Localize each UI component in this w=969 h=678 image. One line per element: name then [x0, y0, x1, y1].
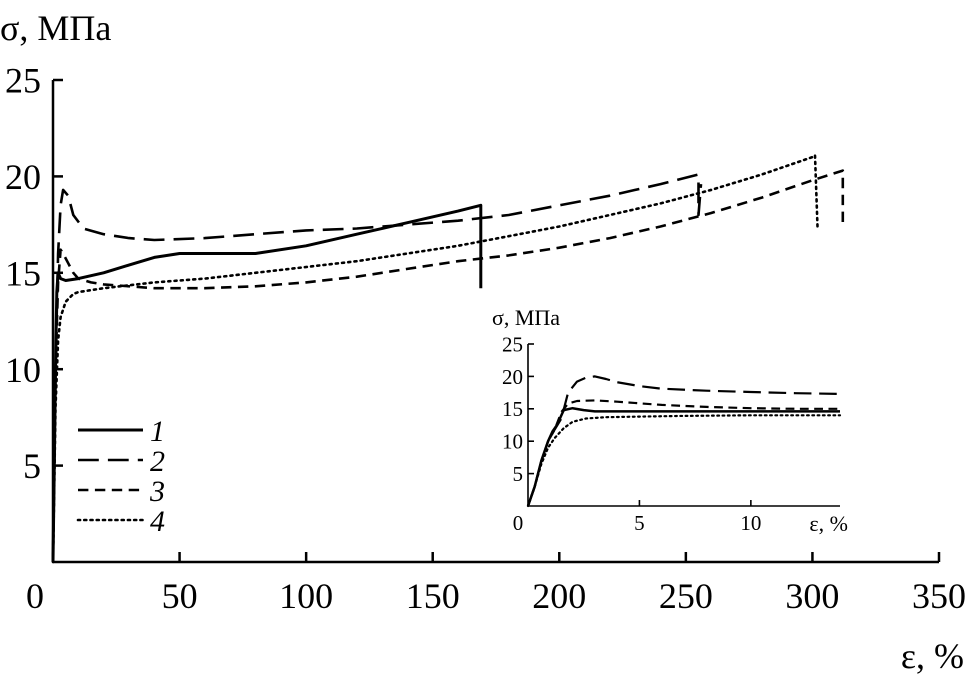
main-x-tick-label: 50	[162, 576, 198, 616]
inset-plot: σ, МПа ε, % 0 5 10 5 10 15 20 25	[492, 305, 848, 536]
inset-y-tick-label: 20	[502, 365, 523, 389]
inset-series-3-line	[526, 399, 840, 507]
inset-series-4-line	[526, 414, 842, 508]
legend-label-2: 2	[150, 445, 165, 478]
main-series-3-line	[51, 169, 845, 563]
main-y-tick-label: 25	[5, 61, 41, 101]
inset-x-tick-label: 0	[513, 511, 524, 535]
main-y-axis-label: σ, МПа	[0, 8, 111, 48]
main-series-1-line	[51, 203, 483, 563]
inset-y-tick-label: 10	[502, 430, 523, 454]
main-series-2-line	[51, 173, 703, 563]
main-y-tick-label: 15	[5, 253, 41, 293]
main-series-4-line	[51, 153, 819, 564]
inset-x-axis-label: ε, %	[809, 511, 848, 536]
inset-y-tick-label: 15	[502, 397, 523, 421]
inset-x-tick-label: 10	[740, 511, 761, 535]
legend-label-4: 4	[150, 505, 165, 538]
main-x-axis-label: ε, %	[901, 636, 964, 676]
main-x-tick-label: 150	[406, 576, 460, 616]
main-y-tick-label: 5	[23, 446, 41, 486]
inset-y-tick-label: 25	[502, 332, 523, 356]
inset-y-axis-label: σ, МПа	[492, 305, 560, 330]
inset-axes	[527, 338, 848, 507]
main-x-tick-label: 200	[532, 576, 586, 616]
inset-background	[528, 338, 848, 506]
main-y-tick-label: 20	[5, 157, 41, 197]
main-series	[51, 153, 845, 564]
legend-label-3: 3	[149, 475, 165, 508]
legend-label-1: 1	[150, 415, 165, 448]
inset-series	[526, 375, 842, 508]
main-x-tick-label: 0	[26, 576, 44, 616]
main-y-tick-label: 10	[5, 350, 41, 390]
inset-ticks: 0 5 10 5 10 15 20 25	[502, 332, 761, 535]
main-plot: σ, МПа ε, % 0 50 100 150 200 250 300 3505101520…	[0, 8, 966, 676]
inset-x-tick-label: 5	[634, 511, 645, 535]
inset-y-tick-label: 5	[513, 462, 524, 486]
main-x-tick-label: 300	[785, 576, 839, 616]
main-x-tick-label: 100	[279, 576, 333, 616]
main-x-tick-label: 350	[912, 576, 966, 616]
main-x-tick-label: 250	[659, 576, 713, 616]
